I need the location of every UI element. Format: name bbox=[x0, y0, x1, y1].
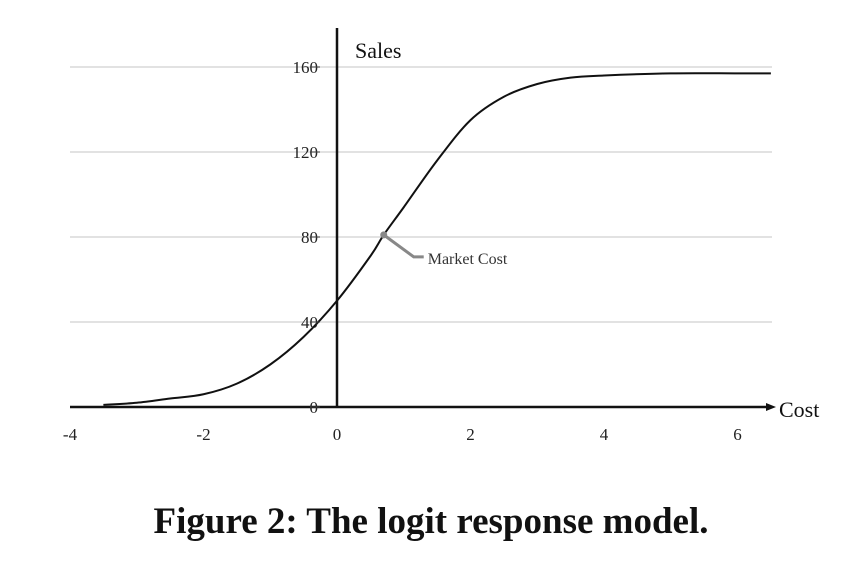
y-tick-label: 160 bbox=[293, 58, 319, 77]
market-cost-leader bbox=[382, 233, 424, 259]
x-tick-label: 0 bbox=[333, 425, 342, 444]
x-tick-label: -4 bbox=[63, 425, 78, 444]
y-tick-label: 80 bbox=[301, 228, 318, 247]
market-cost-label: Market Cost bbox=[428, 251, 508, 268]
x-axis-arrow bbox=[766, 403, 776, 411]
axes bbox=[70, 28, 776, 411]
x-axis-title: Cost bbox=[779, 397, 819, 422]
x-tick-label: 2 bbox=[466, 425, 475, 444]
gridlines bbox=[70, 66, 772, 323]
x-tick-label: -2 bbox=[196, 425, 210, 444]
series-line-0 bbox=[103, 72, 771, 406]
annotation-layer: Market Cost bbox=[380, 231, 508, 268]
x-tick-label: 4 bbox=[600, 425, 609, 444]
curve-layer bbox=[103, 72, 771, 406]
figure-caption: Figure 2: The logit response model. bbox=[153, 501, 709, 542]
y-axis-title: Sales bbox=[355, 38, 401, 63]
y-tick-label: 120 bbox=[293, 143, 319, 162]
x-tick-label: 6 bbox=[733, 425, 742, 444]
y-tick-label: 40 bbox=[301, 313, 318, 332]
